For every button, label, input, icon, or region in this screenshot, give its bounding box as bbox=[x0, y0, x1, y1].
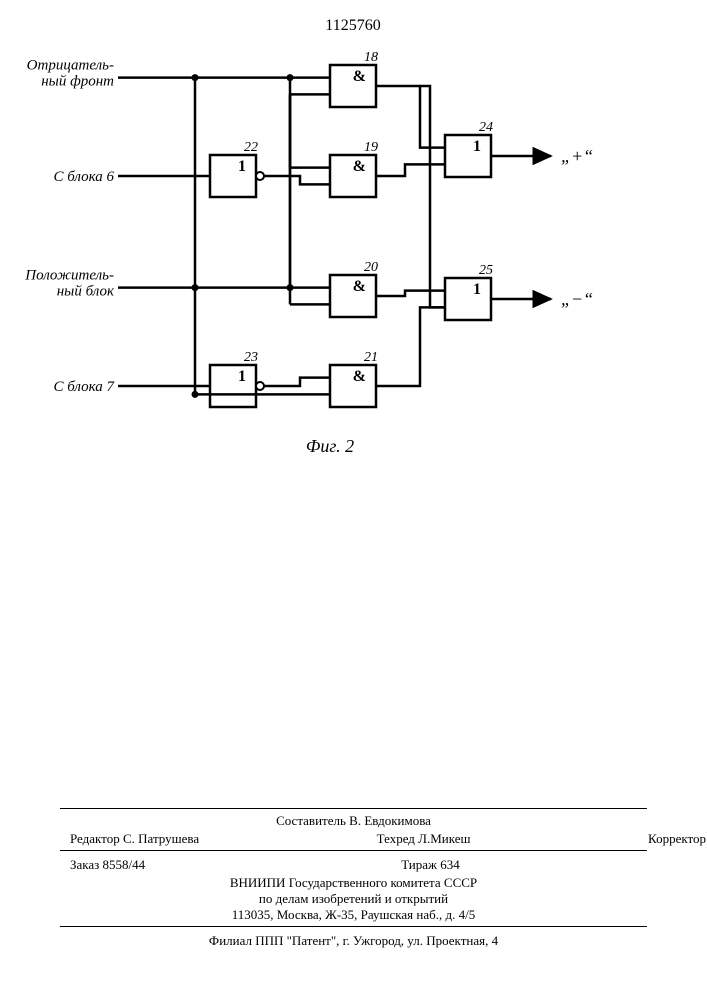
svg-text:19: 19 bbox=[364, 140, 378, 155]
gate-24: 124 bbox=[445, 120, 493, 177]
composer-name: В. Евдокимова bbox=[349, 813, 431, 828]
svg-text:„+“: „+“ bbox=[561, 146, 593, 166]
composer-label: Составитель bbox=[276, 813, 346, 828]
techred-name: Л.Микеш bbox=[418, 831, 470, 846]
svg-text:20: 20 bbox=[364, 260, 378, 275]
svg-text:24: 24 bbox=[479, 120, 493, 135]
footer-order-line: Заказ 8558/44 Тираж 634 Подписное bbox=[0, 856, 707, 874]
gate-25: 125 bbox=[445, 263, 493, 320]
techred-label: Техред bbox=[377, 831, 415, 846]
editor-name: С. Патрушева bbox=[123, 831, 199, 846]
svg-text:„−“: „−“ bbox=[561, 289, 593, 309]
svg-text:С блока 6: С блока 6 bbox=[53, 169, 114, 185]
svg-text:1: 1 bbox=[473, 281, 481, 298]
footer-addr: 113035, Москва, Ж-35, Раушская наб., д. … bbox=[0, 906, 707, 924]
svg-text:23: 23 bbox=[244, 350, 258, 365]
footer-editor-line: Редактор С. Патрушева Техред Л.Микеш Кор… bbox=[0, 830, 707, 848]
svg-text:Положитель-: Положитель- bbox=[24, 268, 114, 284]
svg-text:&: & bbox=[353, 68, 366, 85]
footer-rule-2 bbox=[60, 850, 647, 851]
svg-text:ный фронт: ный фронт bbox=[41, 74, 114, 90]
svg-text:С блока 7: С блока 7 bbox=[53, 379, 115, 395]
footer-composer-line: Составитель В. Евдокимова bbox=[0, 812, 707, 830]
gate-23: 123 bbox=[210, 350, 264, 407]
order-number: Заказ 8558/44 bbox=[70, 856, 145, 874]
svg-text:&: & bbox=[353, 278, 366, 295]
svg-text:1: 1 bbox=[238, 158, 246, 175]
svg-text:18: 18 bbox=[364, 50, 378, 65]
gate-19: & 19 bbox=[330, 140, 378, 197]
footer-org2: по делам изобретений и открытий bbox=[0, 890, 707, 908]
svg-text:1: 1 bbox=[238, 368, 246, 385]
svg-text:ный блок: ный блок bbox=[57, 284, 115, 300]
svg-text:21: 21 bbox=[364, 350, 378, 365]
svg-text:Отрицатель-: Отрицатель- bbox=[27, 58, 114, 74]
svg-text:&: & bbox=[353, 158, 366, 175]
gate-21: & 21 bbox=[330, 350, 378, 407]
footer-branch: Филиал ППП "Патент", г. Ужгород, ул. Про… bbox=[0, 932, 707, 950]
footer-org1: ВНИИПИ Государственного комитета СССР bbox=[0, 874, 707, 892]
svg-text:Фиг. 2: Фиг. 2 bbox=[306, 436, 354, 456]
editor-label: Редактор bbox=[70, 831, 120, 846]
footer-rule-1 bbox=[60, 808, 647, 809]
svg-text:1: 1 bbox=[473, 138, 481, 155]
corrector-label: Корректор bbox=[648, 831, 706, 846]
svg-text:22: 22 bbox=[244, 140, 258, 155]
print-run: Тираж 634 bbox=[401, 856, 460, 874]
svg-text:25: 25 bbox=[479, 263, 493, 278]
gate-18: & 18 bbox=[330, 50, 378, 107]
footer-rule-3 bbox=[60, 926, 647, 927]
svg-text:1125760: 1125760 bbox=[325, 17, 380, 34]
gate-20: & 20 bbox=[330, 260, 378, 317]
svg-text:&: & bbox=[353, 368, 366, 385]
gate-22: 122 bbox=[210, 140, 264, 197]
